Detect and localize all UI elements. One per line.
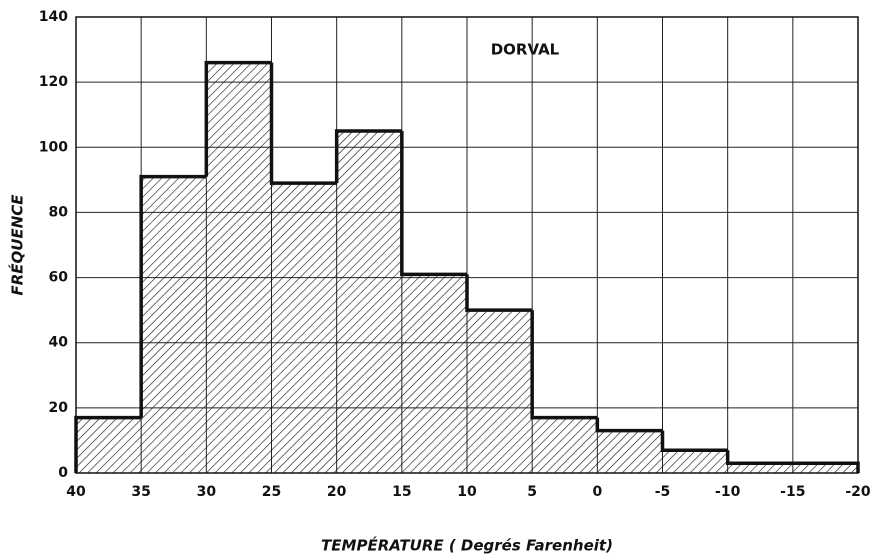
bar-outline [334,129,402,184]
bar [271,183,337,473]
bar-outline [400,131,467,277]
y-axis-label: FRÉQUENCE [8,194,27,296]
y-tick-label: 120 [39,74,68,90]
bar-outline [465,274,533,312]
y-tick-label: 60 [49,270,69,286]
bar [662,450,728,473]
y-tick-label: 140 [39,9,68,25]
x-tick-label: 15 [392,484,411,500]
bar-outline [530,310,598,420]
bar [467,310,533,473]
x-tick-label: -15 [780,484,805,500]
bar [76,417,142,473]
bar [532,417,598,473]
annotation: DORVAL [491,41,560,59]
bar-outline [595,417,663,433]
bar-outline [660,430,728,452]
x-tick-label: 0 [592,484,602,500]
bar-outline [725,450,793,465]
bar-outline [269,62,337,185]
y-tick-label: 0 [58,465,68,481]
y-tick-label: 100 [39,139,68,155]
x-tick-label: 35 [131,484,150,500]
x-tick-label: 10 [457,484,477,500]
bar-outline [204,60,272,177]
x-tick-label: 25 [262,484,281,500]
x-tick-label: -20 [845,484,871,500]
x-axis-label: TEMPÉRATURE ( Degrés Farenheit) [321,536,613,555]
y-tick-label: 80 [49,204,69,220]
x-tick-label: 20 [327,484,347,500]
x-tick-label: -5 [655,484,671,500]
bar [206,62,272,473]
bar [727,463,793,473]
bar [597,430,663,473]
x-tick-label: 30 [197,484,217,500]
y-tick-label: 40 [49,335,69,351]
bar [336,131,402,473]
y-tick-label: 20 [49,400,69,416]
bar [792,463,858,473]
bar-outline [139,174,207,418]
bar [401,274,467,473]
x-tick-label: -10 [715,484,741,500]
plot-frame [75,16,859,474]
x-tick-label: 5 [527,484,537,500]
bar [141,176,207,473]
x-tick-label: 40 [66,484,86,500]
